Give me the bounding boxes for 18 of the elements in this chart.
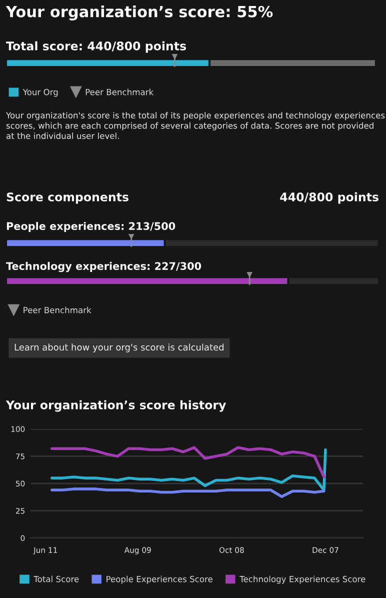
chart-subtitle: People experiences: 213/500 (6, 222, 176, 232)
text: Your organization's score is the total of its people experiences and technology experiences scores, which are each comprised of several categories of data. Scores are not provided at the individual user level. (6, 112, 385, 140)
chart-title: Your organization’s score: 55% (6, 6, 273, 20)
legend-label: Peer Benchmark (24, 306, 92, 314)
chart-title: Your organization’s score history (6, 400, 226, 412)
legend-label: People Experiences Score (106, 576, 212, 584)
legend-label: Peer Benchmark (86, 88, 154, 96)
chart-title: Technology experiences: 227/300 (6, 262, 202, 272)
legend-label: Your Org (22, 88, 58, 97)
text: Learn about how your org's score is calculated (14, 344, 224, 352)
legend-label: Technology Experiences Score (240, 576, 366, 584)
line-series (50, 448, 327, 492)
line-series (50, 446, 326, 478)
chart-title: Score components (6, 192, 128, 204)
text: 440/800 points (280, 192, 378, 204)
legend-label: Total Score (34, 576, 79, 582)
chart-subtitle: Total score: 440/800 points (6, 41, 186, 53)
line-series (50, 488, 326, 498)
